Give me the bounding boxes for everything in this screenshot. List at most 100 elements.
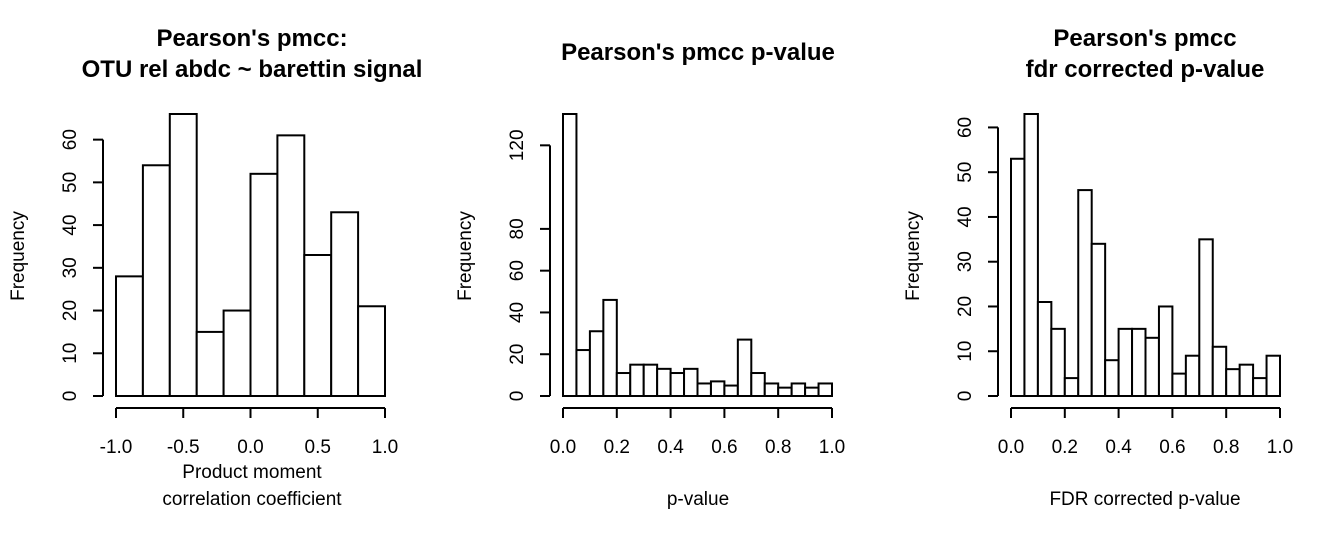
histogram-bar	[303, 254, 333, 397]
histogram-bar	[736, 338, 753, 398]
histogram-bar	[629, 363, 645, 397]
chart-title-line-1: Pearson's pmcc p-value	[561, 39, 835, 66]
x-axis-label-line-2: correlation coefficient	[162, 489, 342, 510]
y-tick-label: 10	[60, 343, 81, 364]
histogram-bar	[222, 309, 252, 397]
y-tick-label: 50	[60, 172, 81, 193]
histogram-bar	[575, 349, 591, 397]
histogram-bar	[562, 113, 578, 397]
y-tick-label: 40	[507, 302, 528, 323]
histogram-bar	[1265, 354, 1282, 398]
x-tick-label: -0.5	[167, 437, 200, 458]
y-tick-label: 0	[507, 391, 528, 402]
histogram-bar	[1157, 305, 1174, 398]
histogram-bar	[683, 367, 699, 398]
histogram-bar	[1050, 327, 1066, 398]
histogram-bar	[1144, 336, 1160, 397]
y-tick-label: 40	[60, 215, 81, 236]
histogram-bar	[602, 298, 618, 397]
histogram-bar	[1077, 189, 1093, 397]
histogram-bar	[1131, 327, 1147, 398]
histogram-bar	[1104, 359, 1120, 398]
y-tick-label: 120	[507, 129, 528, 161]
y-axis-label: Frequency	[455, 211, 476, 301]
y-tick-label: 60	[60, 129, 81, 150]
histogram-bar	[1238, 363, 1255, 397]
histogram-bar	[1023, 113, 1039, 397]
y-axis-label: Frequency	[8, 211, 29, 301]
x-tick-label: -1.0	[100, 437, 133, 458]
histogram-bar	[804, 386, 820, 397]
x-tick-label: 0.2	[1052, 437, 1078, 458]
histogram-bar	[330, 211, 360, 397]
histogram-panel-2: Pearson's pmcc p-value 0.0 0.2 0.4 0.6 0.8 1.0…	[455, 39, 845, 510]
y-tick-label: 0	[60, 391, 81, 402]
y-tick-label: 20	[955, 296, 976, 317]
y-axis-label: Frequency	[903, 211, 924, 301]
histogram-bar	[790, 382, 807, 398]
y-tick-label: 30	[955, 251, 976, 272]
histogram-bar	[1063, 377, 1080, 398]
x-tick-label: 1.0	[372, 437, 398, 458]
histogram-bar	[777, 386, 793, 397]
y-tick-label: 40	[955, 206, 976, 227]
x-tick-label: 0.0	[998, 437, 1024, 458]
x-tick-label: 0.0	[237, 437, 263, 458]
histogram-bar	[1010, 157, 1026, 397]
x-tick-label: 1.0	[1267, 437, 1293, 458]
y-tick-label: 0	[955, 391, 976, 402]
histogram-bar	[723, 384, 739, 397]
histogram-bar	[1184, 354, 1201, 398]
y-tick-label: 50	[955, 162, 976, 183]
x-tick-label: 0.2	[604, 437, 630, 458]
x-tick-label: 0.8	[765, 437, 791, 458]
histogram-panel-1: Pearson's pmcc: OTU rel abdc ~ barettin s…	[8, 25, 422, 510]
y-tick-label: 20	[60, 300, 81, 321]
y-tick-label: 20	[507, 344, 528, 365]
histogram-bar	[1036, 301, 1053, 397]
histogram-bar	[168, 113, 198, 397]
histogram-bar	[750, 372, 766, 397]
chart-title-line-1: Pearson's pmcc	[1053, 25, 1236, 52]
x-tick-label: 1.0	[819, 437, 845, 458]
chart-title-line-2: fdr corrected p-value	[1026, 56, 1265, 83]
histogram-panel-3: Pearson's pmcc fdr corrected p-value 0.0 0.…	[903, 25, 1293, 510]
histogram-bar	[276, 134, 306, 397]
y-tick-label: 60	[955, 117, 976, 138]
histogram-bar	[1252, 377, 1268, 398]
histogram-bar	[656, 367, 672, 398]
histogram-bar	[1117, 327, 1134, 398]
x-tick-label: 0.0	[550, 437, 576, 458]
x-axis-label-line-1: p-value	[667, 489, 729, 510]
y-tick-label: 60	[507, 260, 528, 281]
x-tick-label: 0.4	[657, 437, 684, 458]
histogram-bar	[141, 164, 171, 397]
chart-title-line-1: Pearson's pmcc:	[156, 25, 347, 52]
x-tick-label: 0.4	[1105, 437, 1132, 458]
x-tick-label: 0.8	[1213, 437, 1239, 458]
histogram-bar	[1225, 368, 1241, 397]
y-tick-label: 80	[507, 218, 528, 239]
histogram-bar	[817, 382, 833, 398]
chart-title-line-2: OTU rel abdc ~ barettin signal	[82, 56, 423, 83]
histogram-bar	[588, 330, 605, 397]
x-tick-label: 0.5	[305, 437, 331, 458]
histogram-bar	[357, 305, 387, 398]
y-tick-label: 10	[955, 341, 976, 362]
histogram-bar	[1090, 242, 1107, 397]
x-axis-label-line-1: Product moment	[182, 462, 322, 483]
histogram-bar	[1211, 345, 1228, 397]
histogram-bar	[115, 275, 144, 398]
histogram-bar	[709, 380, 726, 397]
x-tick-label: 0.6	[1159, 437, 1185, 458]
histogram-bar	[669, 372, 686, 397]
histogram-bar	[642, 363, 659, 397]
histogram-bar	[696, 382, 712, 398]
histogram-bar	[1198, 238, 1214, 397]
x-axis-label-line-1: FDR corrected p-value	[1049, 489, 1240, 510]
histogram-bar	[195, 330, 225, 397]
histogram-bar	[249, 172, 279, 397]
y-tick-label: 30	[60, 257, 81, 278]
x-tick-label: 0.6	[711, 437, 737, 458]
